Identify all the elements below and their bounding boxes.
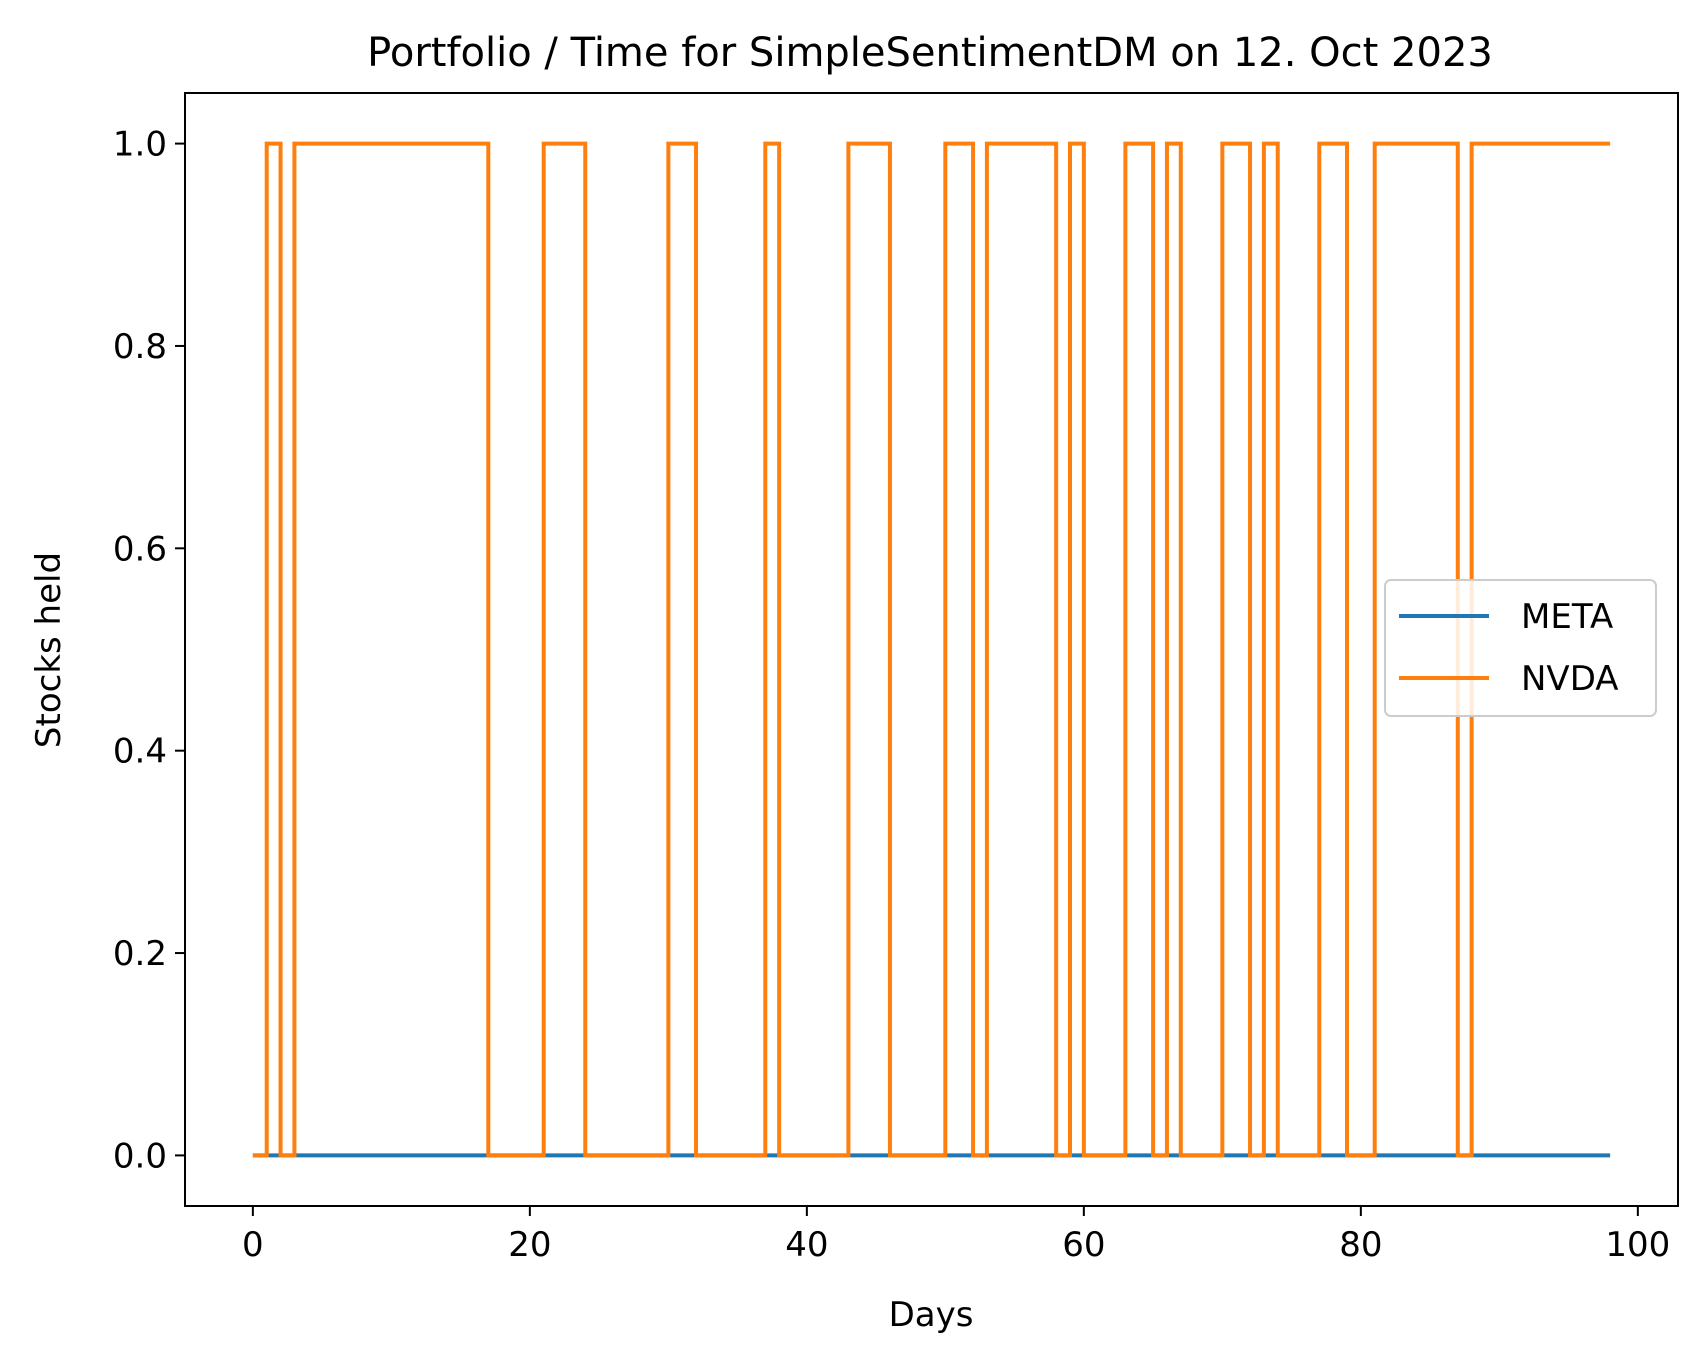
series-line-nvda [252,141,1611,1158]
legend-label-meta: META [1521,597,1613,637]
y-tick-label: 0.0 [113,1136,167,1176]
legend: META NVDA [1384,579,1657,717]
x-tick-label: 0 [242,1225,264,1265]
x-tick-label: 20 [508,1225,551,1265]
y-tick-label: 0.6 [113,529,167,569]
y-tick-label: 1.0 [113,125,167,165]
y-axis: 0.0 0.2 0.4 0.6 0.8 1.0 [113,125,185,1176]
x-axis-label: Days [889,1295,974,1335]
x-tick-label: 80 [1339,1225,1382,1265]
x-axis: 0 20 40 60 80 100 [242,1206,1670,1265]
y-axis-label: Stocks held [29,552,69,748]
x-tick-label: 40 [785,1225,828,1265]
y-tick-label: 0.2 [113,934,167,974]
x-tick-label: 100 [1605,1225,1670,1265]
chart-title: Portfolio / Time for SimpleSentimentDM o… [367,30,1493,76]
x-tick-label: 60 [1062,1225,1105,1265]
y-tick-label: 0.8 [113,327,167,367]
y-tick-label: 0.4 [113,732,167,772]
plot-frame [184,92,1679,1207]
series-layer [252,141,1611,1158]
legend-label-nvda: NVDA [1521,659,1619,699]
